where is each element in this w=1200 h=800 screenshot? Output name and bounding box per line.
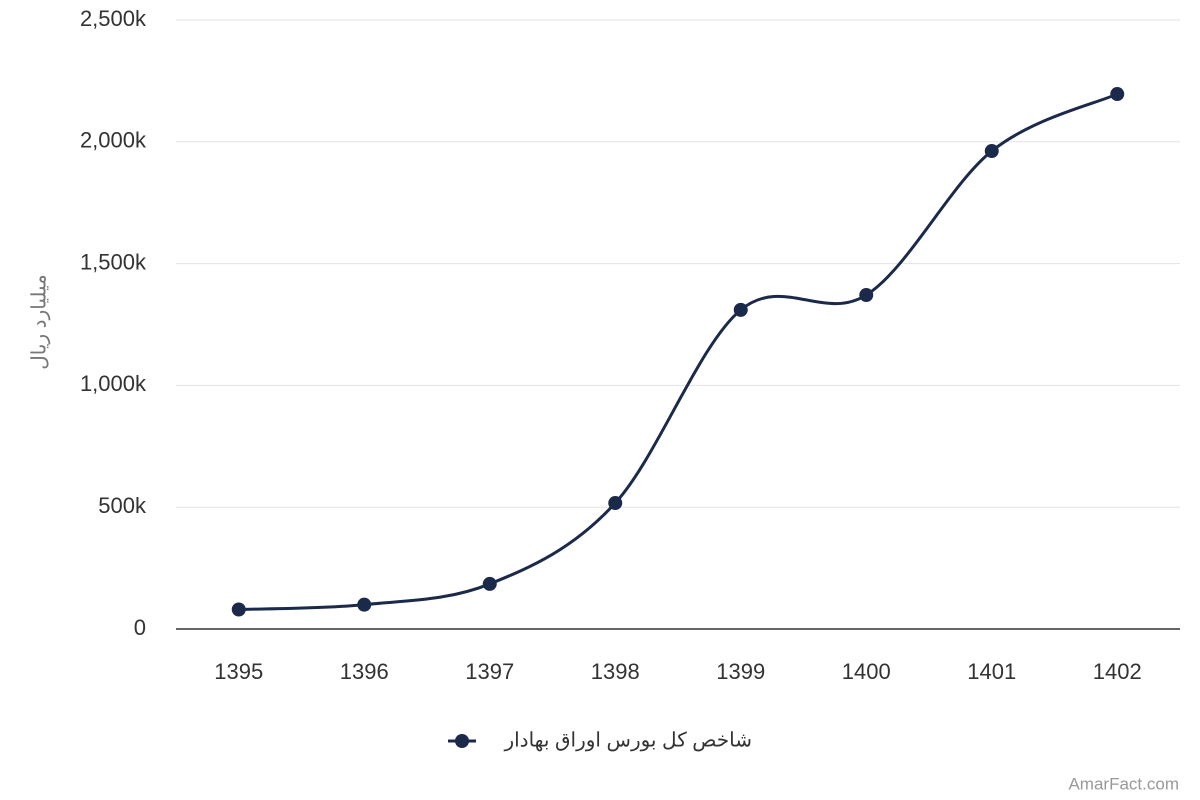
data-point xyxy=(231,602,246,617)
x-tick-label: 1395 xyxy=(214,659,263,684)
y-tick-label: 500k xyxy=(98,493,147,518)
x-tick-label: 1399 xyxy=(716,659,765,684)
x-tick-label: 1396 xyxy=(340,659,389,684)
y-tick-label: 2,000k xyxy=(80,128,147,153)
x-tick-label: 1401 xyxy=(967,659,1016,684)
y-tick-label: 1,000k xyxy=(80,371,147,396)
data-point xyxy=(357,597,372,612)
data-point xyxy=(608,496,623,511)
legend-marker xyxy=(455,734,469,748)
y-axis-label: میلیارد ریال xyxy=(28,274,50,369)
x-tick-label: 1402 xyxy=(1093,659,1142,684)
y-tick-label: 2,500k xyxy=(80,6,147,31)
data-point xyxy=(984,144,999,159)
x-tick-label: 1398 xyxy=(591,659,640,684)
x-tick-label: 1400 xyxy=(842,659,891,684)
data-point xyxy=(1110,87,1125,102)
legend-item: شاخص کل بورس اوراق بهادار xyxy=(448,729,752,751)
x-tick-label: 1397 xyxy=(465,659,514,684)
data-point xyxy=(733,302,748,317)
legend-label: شاخص کل بورس اوراق بهادار xyxy=(503,729,752,751)
data-point xyxy=(859,288,874,303)
watermark: AmarFact.com xyxy=(1068,774,1179,793)
y-tick-label: 1,500k xyxy=(80,249,147,274)
series-line xyxy=(238,92,1118,612)
data-point xyxy=(482,576,497,591)
y-tick-label: 0 xyxy=(134,615,146,640)
